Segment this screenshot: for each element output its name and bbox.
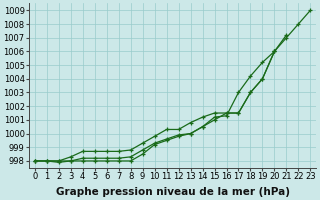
X-axis label: Graphe pression niveau de la mer (hPa): Graphe pression niveau de la mer (hPa) [56,187,290,197]
